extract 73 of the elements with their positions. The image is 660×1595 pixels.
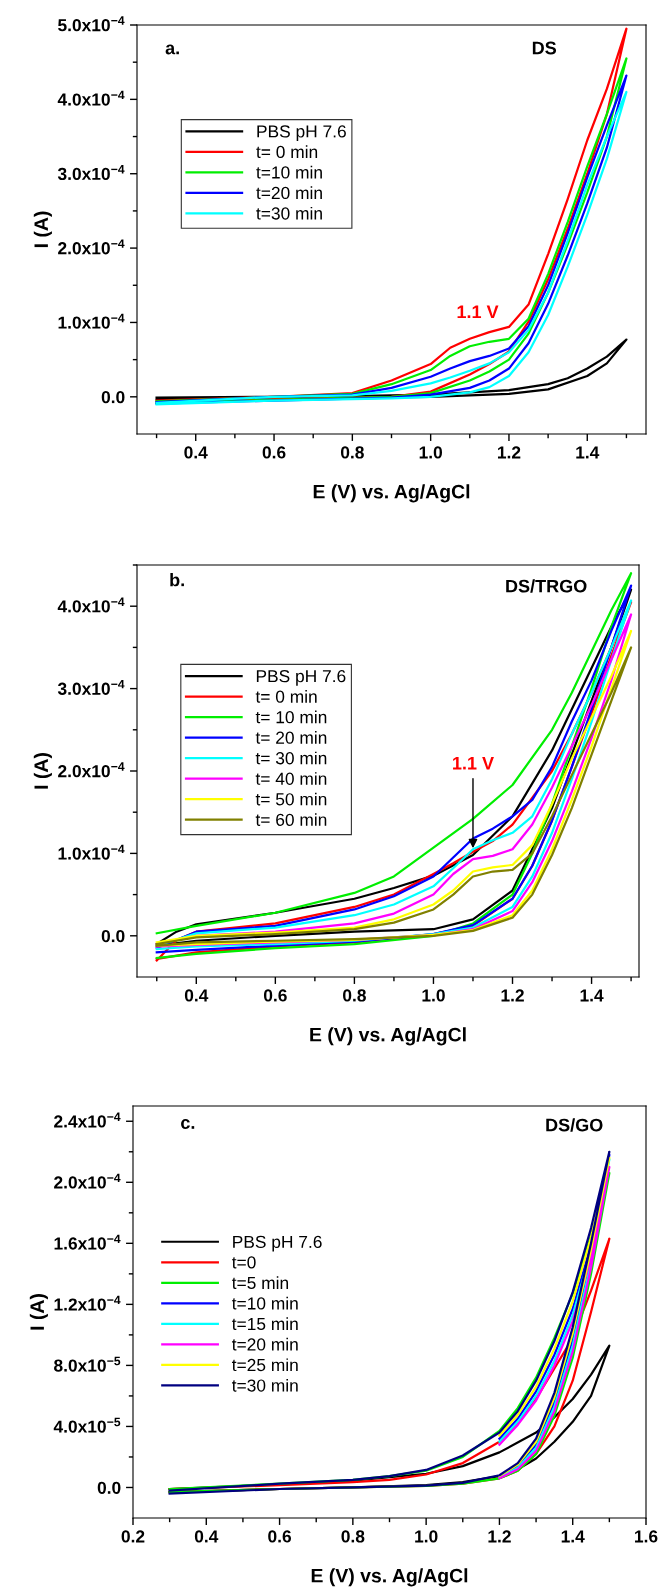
x-tick-label: 1.4 [561,1530,585,1543]
x-tick-label: 1.4 [576,446,600,459]
y-tick-label: 2.0x10$^{−4}$ [54,1173,121,1189]
x-tick-label: 0.6 [268,1530,292,1543]
x-axis-title: E (V) vs. Ag/AgCl [311,1568,468,1587]
annotation: DS/GO [546,1118,603,1132]
annotation: c. [181,1119,195,1129]
y-tick-label: 1.6x10$^{−4}$ [54,1234,121,1250]
legend-label: PBS pH 7.6 [257,125,346,141]
y-tick-label: 2.0x10$^{−4}$ [58,239,125,255]
legend-label: t=25 min [231,1358,298,1372]
legend-label: t= 30 min [255,751,327,765]
x-tick-label: 0.8 [341,1530,365,1543]
y-tick-label: 0.0 [101,929,125,943]
y-tick-label: 3.0x10$^{−4}$ [57,679,125,695]
y-tick-label: 1.0x10$^{−4}$ [58,313,125,329]
y-axis-title: I (A) [33,211,52,248]
y-axis-title: I (A) [29,1294,48,1330]
x-tick-label: 1.0 [419,446,443,459]
annotation: b. [170,573,184,587]
y-tick-label: 4.0x10$^{−5}$ [53,1417,121,1433]
x-tick-label: 1.2 [501,989,524,1002]
x-tick-label: 1.2 [497,446,521,459]
legend-label: t= 0 min [255,690,317,703]
y-tick-label: 2.0x10$^{−4}$ [58,762,125,778]
legend-label: PBS pH 7.6 [256,669,346,686]
legend-label: t=20 min [256,186,322,200]
x-tick-label: 1.0 [422,989,445,1002]
y-tick-label: 8.0x10$^{−5}$ [54,1356,121,1372]
legend-label: t=30 min [256,206,322,220]
x-tick-label: 1.4 [580,989,604,1002]
annotation: a. [165,44,179,55]
y-tick-label: 3.0x10$^{−4}$ [57,165,125,181]
y-tick-label: 4.0x10$^{−4}$ [57,597,125,613]
x-tick-label: 1.0 [415,1530,438,1543]
legend-label: PBS pH 7.6 [233,1235,322,1252]
annotation: 1.1 V [453,756,494,770]
annotation: DS [532,41,557,55]
x-axis-title: E (V) vs. Ag/AgCl [310,1027,466,1046]
legend-label: t=10 min [256,165,322,179]
x-tick-label: 1.2 [488,1530,511,1543]
x-tick-label: 0.4 [184,989,209,1002]
y-tick-label: 0.0 [101,390,125,404]
legend-label: t= 10 min [255,710,327,724]
legend-label: t=20 min [231,1337,298,1351]
legend-label: t= 0 min [256,145,318,159]
x-tick-label: 0.6 [263,989,287,1002]
legend-label: t=15 min [231,1317,298,1331]
y-tick-label: 1.2x10$^{−4}$ [54,1295,121,1311]
annotation: 1.1 V [457,305,499,319]
y-tick-label: 1.0x10$^{−4}$ [58,844,125,860]
legend-label: t= 40 min [255,772,327,785]
x-tick-label: 0.2 [121,1530,145,1543]
legend-label: t=30 min [231,1378,298,1392]
y-tick-label: 5.0x10$^{−4}$ [58,16,125,32]
legend-label: t=0 [231,1256,256,1269]
annotation: DS/TRGO [506,579,587,593]
x-tick-label: 0.8 [340,446,364,459]
legend-label: t= 50 min [255,792,327,806]
x-tick-label: 0.8 [343,989,366,1002]
x-tick-label: 0.6 [262,446,286,459]
y-tick-label: 2.4x10$^{−4}$ [54,1112,121,1128]
x-axis-title: E (V) vs. Ag/AgCl [313,484,470,503]
legend-label: t= 60 min [255,813,327,826]
x-tick-label: 0.4 [194,1530,219,1543]
legend-label: t=10 min [231,1296,298,1310]
legend-label: t=5 min [231,1276,289,1290]
y-tick-label: 4.0x10$^{−4}$ [57,90,125,106]
y-axis-title: I (A) [33,753,52,789]
y-tick-label: 0.0 [97,1481,121,1494]
legend-label: t= 20 min [255,731,327,744]
x-tick-label: 1.6 [635,1530,658,1543]
x-tick-label: 0.4 [184,446,208,459]
